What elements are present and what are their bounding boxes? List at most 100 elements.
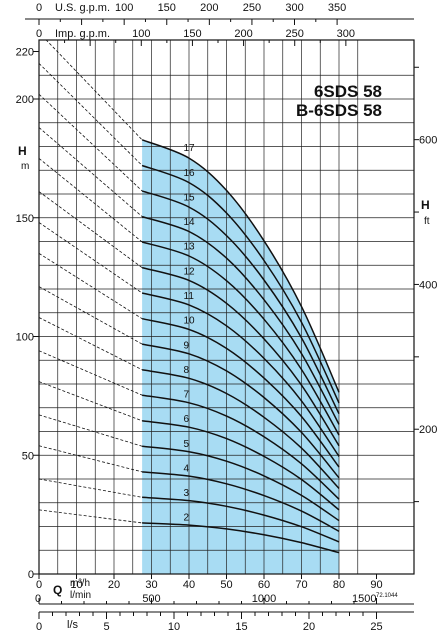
q-m3h-tick-label: 80 (333, 579, 345, 591)
h-meters-tick-label: 150 (16, 213, 34, 225)
q-m3h-tick-label: 10 (70, 579, 82, 591)
shutoff-dash (39, 63, 143, 166)
h-meters-tick-label: 200 (16, 94, 34, 106)
shutoff-dashed-lines (39, 40, 143, 524)
q-ls-tick-label: 20 (303, 621, 315, 633)
stage-label: 6 (184, 414, 190, 425)
shutoff-dash (45, 40, 143, 141)
shutoff-dash (39, 414, 143, 447)
q-m3h-unit: m³/h (70, 578, 90, 589)
q-m3h-tick-label: 40 (183, 579, 195, 591)
us-gpm-tick-label: 200 (200, 2, 218, 14)
stage-label: 17 (184, 143, 196, 154)
stage-curve (141, 241, 340, 436)
q-lmin-tick-label: 1500 (352, 593, 376, 605)
stage-label: 5 (184, 439, 190, 450)
stage-label: 8 (184, 365, 190, 376)
stage-curve (141, 139, 340, 393)
stage-label: 15 (184, 192, 196, 203)
q-m3h-tick-label: 0 (36, 579, 42, 591)
stage-label: 3 (184, 488, 190, 499)
q-m3h-tick-label: 60 (258, 579, 270, 591)
q-ls-ticks: 0 5 10 15 20 25 (36, 612, 383, 633)
stage-label: 9 (184, 340, 190, 351)
shutoff-dash (39, 158, 143, 243)
stage-curve (141, 292, 340, 457)
reference-code: 72.1044 (376, 593, 398, 599)
h-feet-tick-label: 200 (419, 424, 437, 436)
us-gpm-unit: U.S. g.p.m. (55, 2, 110, 14)
h-meters-tick-label: 100 (16, 332, 34, 344)
operating-area (142, 139, 339, 575)
stage-curve (141, 343, 340, 479)
h-feet-unit: ft (424, 216, 430, 227)
us-gpm-tick-label: 150 (158, 2, 176, 14)
q-ls-tick-label: 0 (36, 621, 42, 633)
imp-gpm-tick-label: 200 (234, 28, 252, 40)
h-meters-unit: m (21, 161, 29, 172)
q-ls-unit: l/s (67, 619, 79, 631)
h-meters-ticks: 0 50 100 150 200 220 (16, 47, 39, 581)
stage-label: 14 (184, 217, 196, 228)
q-m3h-tick-label: 90 (370, 579, 382, 591)
us-gpm-tick-label: 300 (285, 2, 303, 14)
q-ls-tick-label: 5 (103, 621, 109, 633)
shutoff-dash (39, 222, 143, 294)
imp-gpm-unit: Imp. g.p.m. (55, 28, 110, 40)
stage-label: 12 (184, 266, 196, 277)
stage-label: 16 (184, 168, 196, 179)
q-lmin-tick-label: 500 (142, 593, 160, 605)
shutoff-dash (39, 509, 143, 524)
q-letter: Q (53, 583, 62, 597)
h-meters-tick-label: 220 (16, 47, 34, 59)
q-lmin-unit: l/min (70, 590, 91, 601)
q-ls-tick-label: 10 (168, 621, 180, 633)
h-meters-tick-label: 50 (22, 450, 34, 462)
stage-curve (141, 317, 340, 468)
q-lmin-ticks: 500 1000 1500 0 (35, 593, 377, 605)
stage-curve (141, 215, 340, 425)
q-m3h-ticks: 0 10 20 30 40 50 60 70 80 90 (36, 574, 383, 591)
q-m3h-tick-label: 20 (108, 579, 120, 591)
q-lmin-tick-label: 0 (35, 593, 41, 605)
top-scales: 0 100 150 200 250 300 350 U.S. g.p.m. 0 100 150 2… (25, 2, 414, 46)
stage-curve (142, 445, 340, 522)
stage-curves (141, 139, 340, 554)
shutoff-dash (39, 317, 143, 371)
h-meters-letter: H (18, 144, 27, 158)
us-gpm-tick-label: 0 (36, 2, 42, 14)
q-lmin-tick-label: 1000 (252, 593, 276, 605)
stage-curve (142, 471, 340, 532)
h-meters-tick-label: 0 (28, 569, 34, 581)
h-feet-tick-label: 400 (419, 279, 437, 291)
stage-label: 11 (184, 291, 195, 302)
stage-label: 4 (184, 463, 190, 474)
stage-label: 13 (184, 242, 196, 253)
q-ls-tick-label: 25 (370, 621, 382, 633)
stage-label: 7 (184, 390, 190, 401)
stage-curve (142, 522, 340, 554)
stage-label: 2 (184, 513, 190, 524)
us-gpm-tick-label: 350 (328, 2, 346, 14)
stage-label: 10 (184, 316, 196, 327)
q-m3h-tick-label: 70 (295, 579, 307, 591)
q-ls-tick-label: 15 (235, 621, 247, 633)
shutoff-dash (39, 381, 143, 422)
h-feet-letter: H (421, 198, 430, 212)
shutoff-dash (39, 286, 143, 345)
stage-curve (142, 496, 340, 543)
q-m3h-tick-label: 50 (220, 579, 232, 591)
us-gpm-tick-label: 100 (115, 2, 133, 14)
chart-title-line-1: 6SDS 58 (314, 82, 382, 101)
shutoff-dash (39, 253, 143, 320)
imp-gpm-tick-label: 150 (183, 28, 201, 40)
stage-curve (141, 420, 340, 511)
imp-gpm-tick-label: 100 (132, 28, 150, 40)
shutoff-dash (39, 93, 143, 192)
shutoff-dash (39, 350, 143, 396)
imp-gpm-ticks: 0 100 150 200 250 300 (36, 28, 355, 46)
h-feet-tick-label: 600 (419, 135, 437, 147)
stage-curve (141, 394, 340, 500)
imp-gpm-tick-label: 250 (286, 28, 304, 40)
